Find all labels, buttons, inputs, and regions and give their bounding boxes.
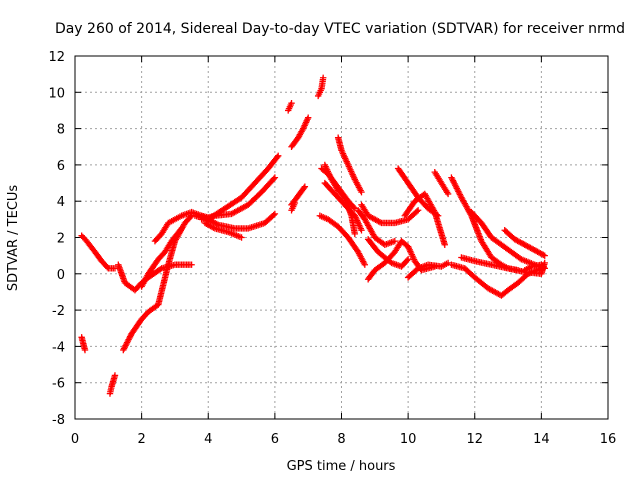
data-point (238, 234, 245, 241)
data-point (300, 184, 308, 192)
data-point (291, 199, 299, 207)
data-point (540, 263, 547, 271)
y-axis-label: SDTVAR / TECUs (6, 185, 21, 292)
series-arc-16 (314, 74, 327, 100)
series-arc-7 (138, 225, 185, 290)
data-point (358, 188, 365, 196)
series-arc-23 (354, 207, 398, 248)
data-point (270, 211, 277, 219)
series-arc-13 (288, 114, 312, 150)
data-point (444, 259, 452, 267)
y-tick-label: 8 (57, 123, 65, 138)
data-point (414, 207, 422, 214)
data-point (177, 226, 184, 233)
series-arc-2 (78, 334, 89, 354)
plot-frame (74, 55, 609, 420)
data-point (540, 251, 547, 259)
data-point (274, 153, 281, 161)
data-point (178, 225, 185, 232)
y-tick-label: -6 (52, 377, 65, 392)
data-point (111, 372, 119, 379)
y-tick-label: 4 (57, 195, 65, 210)
series-arc-5 (120, 212, 195, 354)
y-tick-label: -2 (52, 304, 65, 319)
series-arc-8 (191, 152, 282, 223)
series-arc-20 (316, 212, 369, 268)
series-arc-12 (285, 99, 295, 114)
series-arc-9 (198, 174, 279, 223)
x-tick-label: 6 (271, 432, 279, 447)
x-tick-label: 2 (137, 432, 145, 447)
data-point (271, 174, 279, 181)
data-point (403, 257, 411, 264)
series-arc-22 (358, 201, 422, 227)
data-point (350, 204, 357, 211)
data-point (358, 227, 365, 234)
data-point (288, 99, 295, 107)
data-point (319, 74, 327, 81)
x-tick-label: 4 (204, 432, 212, 447)
data-point (444, 190, 452, 198)
series-arc-1 (78, 232, 119, 272)
data-point (376, 218, 384, 226)
x-tick-label: 0 (71, 432, 79, 447)
data-point (541, 252, 548, 259)
x-tick-label: 8 (337, 432, 345, 447)
series-arc-21 (321, 179, 365, 234)
y-tick-label: 6 (57, 159, 65, 174)
data-point (413, 208, 421, 215)
data-point (351, 205, 359, 212)
y-tick-label: -4 (52, 340, 65, 355)
series-arc-15 (288, 199, 299, 214)
series-arc-28 (404, 259, 452, 281)
data-points (78, 74, 548, 397)
data-point (441, 241, 448, 248)
x-tick-label: 10 (400, 432, 417, 447)
grid-lines (75, 56, 608, 419)
series-arc-3 (106, 372, 119, 397)
data-point (361, 261, 369, 268)
data-point (304, 114, 312, 121)
series-arc-11 (201, 219, 245, 241)
chart-title: Day 260 of 2014, Sidereal Day-to-day VTE… (55, 21, 625, 37)
data-point (275, 152, 282, 160)
data-point (301, 183, 309, 190)
series-arc-14 (288, 183, 309, 209)
series-arc-24 (364, 237, 438, 283)
data-point (157, 266, 164, 273)
y-tick-label: 12 (48, 50, 65, 65)
data-point (351, 230, 359, 238)
data-point (210, 224, 217, 231)
data-point (541, 265, 548, 272)
data-point (270, 175, 277, 183)
data-point (404, 256, 412, 263)
series-arc-31 (468, 208, 548, 272)
y-tick-label: 10 (48, 86, 65, 101)
data-point (81, 346, 89, 354)
data-point (188, 261, 195, 268)
series-arc-19 (334, 134, 365, 196)
tick-labels: 0 2 4 6 8 10 12 14 16 -8 -6 -4 -2 0 2 4 6 8 10 12 (48, 50, 616, 447)
data-point (271, 210, 279, 218)
y-tick-label: 2 (57, 232, 65, 247)
series-arc-29 (431, 168, 452, 198)
series-arc-32 (501, 227, 548, 259)
data-point (391, 237, 398, 245)
x-tick-label: 16 (600, 432, 617, 447)
y-tick-label: -8 (52, 413, 65, 428)
x-tick-label: 14 (533, 432, 550, 447)
series-arc-25 (364, 236, 412, 270)
x-tick-label: 12 (466, 432, 483, 447)
series-arc-35 (521, 261, 548, 274)
y-tick-label: 0 (57, 268, 65, 283)
x-axis-label: GPS time / hours (287, 459, 396, 474)
series-arc-27 (401, 190, 448, 248)
